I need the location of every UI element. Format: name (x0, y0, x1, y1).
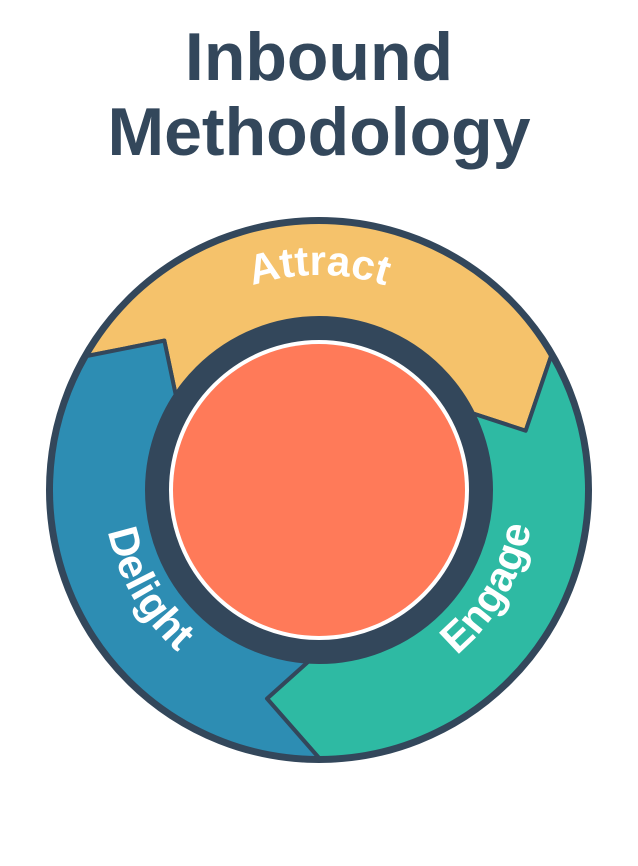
flywheel-diagram: AttractEngageDelight (39, 210, 599, 770)
flywheel-svg: AttractEngageDelight (39, 210, 599, 770)
center-circle (173, 344, 465, 636)
title-line-1: Inbound (107, 20, 530, 95)
page-title: Inbound Methodology (107, 20, 530, 170)
page: Inbound Methodology AttractEngageDelight (0, 0, 638, 866)
title-line-2: Methodology (107, 95, 530, 170)
